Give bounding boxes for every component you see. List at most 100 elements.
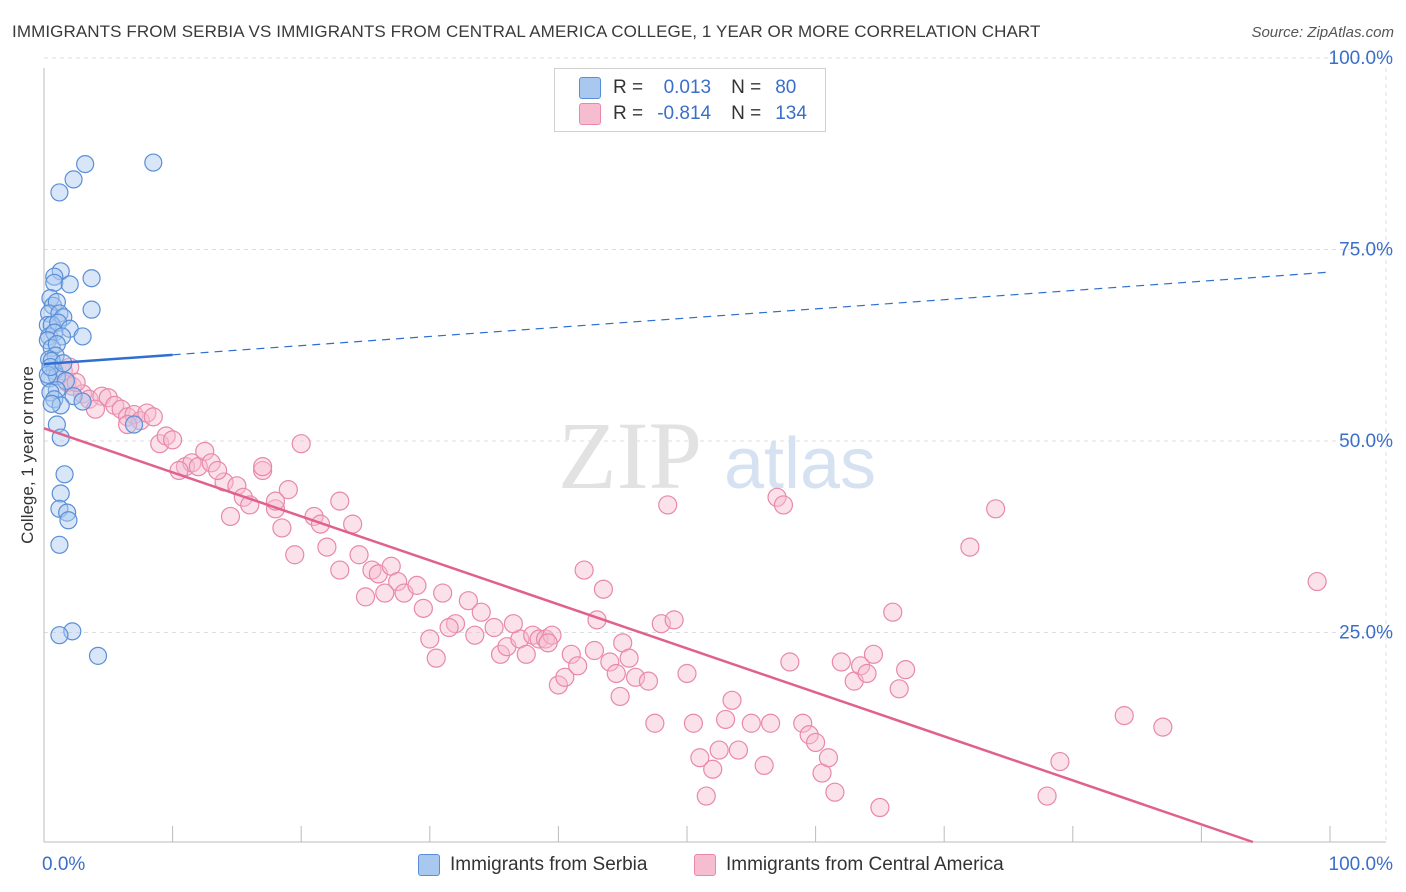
data-point-central-america	[664, 610, 684, 630]
n-label: N =	[731, 103, 762, 124]
data-point-central-america	[773, 495, 794, 515]
data-point-central-america	[696, 786, 716, 806]
data-point-central-america	[426, 648, 446, 668]
data-point-central-america	[960, 537, 980, 557]
legend-label-central-america: Immigrants from Central America	[726, 854, 1004, 875]
central-america-swatch	[579, 103, 601, 125]
data-point-central-america	[375, 583, 395, 603]
data-point-serbia	[47, 335, 66, 354]
data-point-central-america	[503, 614, 523, 634]
data-point-central-america	[150, 434, 170, 454]
data-point-central-america	[889, 679, 909, 699]
data-point-central-america	[883, 602, 903, 622]
n-value-central-america: 134	[775, 103, 807, 124]
data-point-central-america	[291, 434, 311, 454]
legend-label-serbia: Immigrants from Serbia	[450, 854, 648, 875]
data-point-central-america	[584, 640, 605, 661]
data-point-central-america	[343, 514, 363, 534]
data-point-central-america	[754, 755, 774, 776]
data-point-central-america	[317, 537, 337, 557]
data-point-central-america	[896, 660, 916, 680]
data-point-serbia	[88, 646, 108, 665]
n-label: N =	[731, 77, 762, 98]
data-point-central-america	[610, 686, 630, 707]
data-point-central-america	[767, 487, 787, 507]
r-label: R =	[613, 103, 644, 124]
data-point-central-america	[715, 709, 736, 730]
data-point-central-america	[555, 667, 575, 687]
legend-swatch-serbia	[418, 854, 440, 876]
data-point-serbia	[60, 275, 79, 294]
data-point-serbia	[73, 327, 92, 346]
data-point-central-america	[471, 602, 491, 622]
data-point-central-america	[208, 460, 228, 481]
data-point-serbia	[64, 170, 83, 189]
data-point-central-america	[760, 713, 781, 733]
legend-item-central-america[interactable]: Immigrants from Central America	[694, 852, 1004, 878]
data-point-central-america	[1050, 751, 1070, 772]
data-point-serbia	[82, 269, 101, 288]
legend-item-serbia[interactable]: Immigrants from Serbia	[418, 852, 647, 878]
trend-line-serbia-solid	[43, 353, 173, 366]
data-point-serbia	[59, 511, 78, 530]
data-point-central-america	[163, 430, 183, 450]
x-tick-label: 100.0%	[1329, 854, 1394, 875]
data-point-central-america	[677, 663, 697, 684]
stats-box: R = 0.013 N = 80 R = -0.814 N = 134	[554, 68, 826, 132]
data-point-central-america	[330, 560, 350, 580]
watermark: ZIP atlas	[558, 402, 876, 509]
data-point-central-america	[253, 457, 273, 477]
data-point-central-america	[870, 797, 890, 818]
data-point-central-america	[388, 571, 408, 592]
data-point-central-america	[548, 675, 569, 695]
data-point-central-america	[330, 491, 350, 511]
data-point-central-america	[465, 625, 485, 645]
data-point-central-america	[658, 495, 678, 515]
data-point-central-america	[574, 560, 594, 580]
data-point-central-america	[709, 740, 729, 760]
source-label: Source: ZipAtlas.com	[1251, 24, 1394, 41]
data-point-central-america	[619, 648, 639, 668]
data-point-central-america	[793, 713, 813, 733]
trend-line-central-america	[43, 427, 1254, 844]
stats-row-central-america: R = -0.814 N = 134	[555, 101, 807, 127]
chart-title: IMMIGRANTS FROM SERBIA VS IMMIGRANTS FRO…	[12, 22, 1041, 41]
data-point-central-america	[799, 725, 819, 745]
data-point-central-america	[600, 652, 620, 672]
y-tick-label: 25.0%	[1339, 623, 1393, 644]
data-point-serbia	[50, 626, 69, 645]
r-label: R =	[613, 77, 644, 98]
data-point-serbia	[73, 392, 92, 411]
data-point-central-america	[1037, 786, 1057, 806]
data-point-central-america	[645, 713, 665, 733]
data-point-central-america	[420, 629, 440, 649]
data-point-central-america	[433, 583, 453, 603]
data-point-serbia	[51, 396, 70, 415]
data-point-serbia	[76, 154, 95, 174]
data-point-serbia	[51, 484, 70, 503]
data-point-central-america	[728, 740, 749, 760]
axes	[43, 68, 1386, 843]
data-point-serbia	[49, 313, 68, 332]
data-point-central-america	[703, 759, 723, 779]
data-point-central-america	[285, 545, 305, 565]
data-point-serbia	[45, 267, 64, 286]
series-central-america	[53, 357, 1327, 818]
tick-labels: 25.0% 50.0% 75.0% 100.0% 0.0% 100.0%	[42, 48, 1393, 875]
data-point-central-america	[863, 644, 884, 664]
data-point-central-america	[439, 617, 459, 638]
data-point-serbia	[55, 465, 74, 484]
data-point-central-america	[741, 713, 761, 733]
r-value-central-america: -0.814	[657, 103, 712, 124]
data-point-serbia	[64, 387, 83, 406]
data-point-central-america	[625, 667, 646, 687]
data-point-central-america	[98, 388, 118, 408]
data-point-central-america	[818, 748, 839, 768]
n-value-serbia: 80	[775, 77, 797, 98]
data-point-central-america	[195, 441, 215, 461]
data-point-central-america	[638, 671, 659, 691]
data-point-central-america	[278, 480, 298, 500]
stats-row-serbia: R = 0.013 N = 80	[555, 75, 796, 101]
r-value-serbia: 0.013	[663, 77, 712, 98]
